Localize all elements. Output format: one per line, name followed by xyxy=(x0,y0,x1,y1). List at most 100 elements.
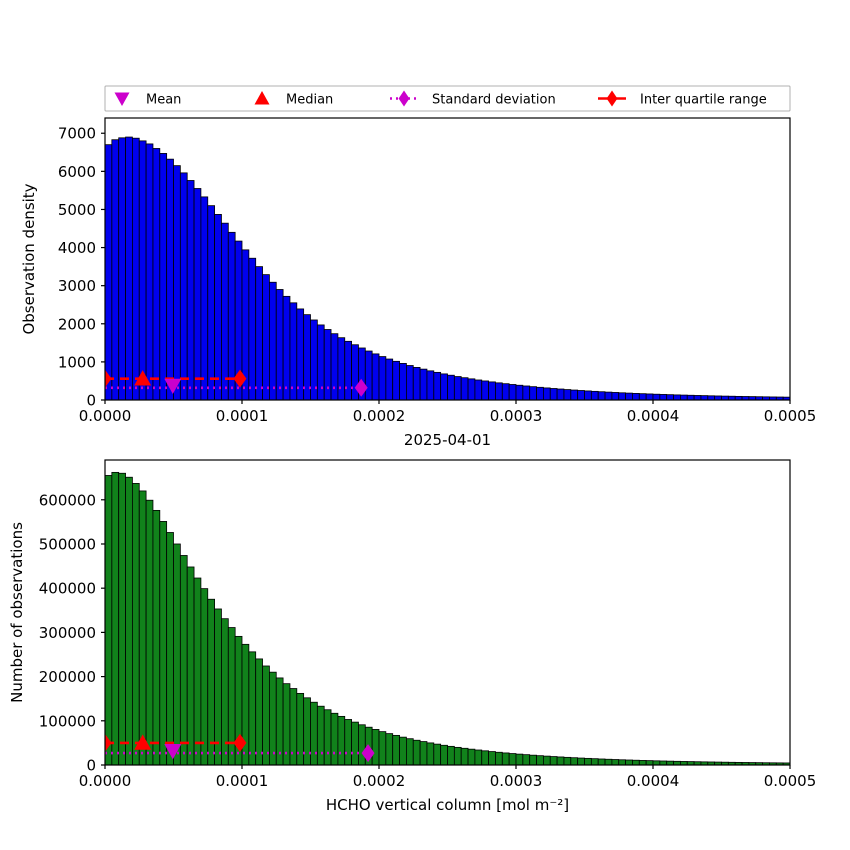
histogram-bar xyxy=(501,383,510,400)
histogram-bar xyxy=(611,759,620,765)
histogram-bar xyxy=(275,289,284,400)
legend-marker-triangle-up-icon xyxy=(254,91,270,105)
histogram-bar xyxy=(680,394,688,400)
legend-item-standard-deviation[interactable]: Standard deviation xyxy=(390,90,556,108)
histogram-bar xyxy=(227,627,236,765)
histogram-bar xyxy=(145,143,154,400)
histogram-bar xyxy=(378,356,387,400)
histogram-bar xyxy=(782,762,790,765)
histogram-bar xyxy=(193,577,202,765)
histogram-bar xyxy=(255,658,263,765)
mean-marker xyxy=(164,378,182,395)
histogram-bar xyxy=(467,748,476,765)
histogram-bar xyxy=(584,757,592,765)
histogram-bar xyxy=(316,705,325,765)
x-axis-label: 2025-04-01 xyxy=(404,431,491,449)
histogram-bar xyxy=(508,753,517,765)
y-tick-label: 300000 xyxy=(39,624,96,642)
histogram-bar xyxy=(337,715,346,765)
legend: Mean Median Standard deviation Inter quarti… xyxy=(104,85,791,112)
histogram-bar xyxy=(214,214,222,400)
histogram-bars xyxy=(105,471,790,765)
iqr-upper-marker xyxy=(233,733,247,752)
histogram-bar xyxy=(625,392,633,400)
x-tick-label: 0.0002 xyxy=(353,772,406,790)
legend-label: Mean xyxy=(146,93,181,108)
x-axis-label: HCHO vertical column [mol m⁻²] xyxy=(326,796,569,814)
histogram-bar xyxy=(118,137,126,400)
histogram-bar xyxy=(590,758,599,765)
histogram-bar xyxy=(105,475,113,765)
histogram-bar xyxy=(632,393,640,400)
legend-item-inter-quartile-range[interactable]: Inter quartile range xyxy=(598,90,767,108)
x-tick-label: 0.0001 xyxy=(216,407,269,425)
axes-frame xyxy=(104,117,791,401)
histogram-bar xyxy=(371,729,380,765)
histogram-bar xyxy=(563,756,572,765)
histogram-bar xyxy=(515,384,524,400)
histogram-bar xyxy=(125,476,133,765)
histogram-bar xyxy=(405,738,414,765)
legend-item-median[interactable]: Median xyxy=(254,91,334,108)
histogram-bar xyxy=(358,724,366,765)
axes-observation-density: 0.0000 0.0001 0.0002 0.0003 0.0004 0.0005 0 100… xyxy=(20,117,817,449)
histogram-bar xyxy=(433,371,442,400)
histogram-bar xyxy=(131,137,140,400)
histogram-bar xyxy=(255,266,263,400)
histogram-bar xyxy=(166,158,174,400)
histogram-bar xyxy=(632,759,640,765)
histogram-bar xyxy=(221,222,229,400)
histogram-bar xyxy=(392,734,400,765)
histogram-bar xyxy=(584,390,592,400)
y-tick-label: 2000 xyxy=(58,315,96,333)
histogram-bar xyxy=(289,302,298,400)
histogram-bar xyxy=(392,360,400,400)
histogram-bar xyxy=(378,731,387,765)
statistic-markers xyxy=(105,733,375,763)
histogram-bar xyxy=(604,758,613,765)
histogram-bar xyxy=(782,396,790,400)
x-tick-label: 0.0005 xyxy=(764,772,817,790)
histogram-bar xyxy=(399,363,407,400)
y-tick-label: 400000 xyxy=(39,580,96,598)
y-tick-label: 500000 xyxy=(39,535,96,553)
histogram-bar xyxy=(330,333,339,400)
histogram-bar xyxy=(227,231,236,400)
histogram-bar xyxy=(166,532,174,765)
histogram-bar xyxy=(522,754,531,765)
histogram-bar xyxy=(426,370,435,400)
histogram-bar xyxy=(344,719,352,765)
histogram-bar xyxy=(303,697,311,765)
histogram-bar xyxy=(159,521,168,765)
histogram-bar xyxy=(316,324,325,400)
y-tick-label: 1000 xyxy=(58,353,96,371)
histogram-bar xyxy=(495,382,503,400)
histogram-bar xyxy=(447,374,455,400)
histogram-bar xyxy=(200,588,209,765)
histogram-bar xyxy=(131,483,140,765)
histogram-bar xyxy=(611,392,620,400)
histogram-bar xyxy=(590,390,599,400)
x-tick-label: 0.0005 xyxy=(764,407,817,425)
histogram-bar xyxy=(577,390,585,400)
histogram-bar xyxy=(686,394,695,400)
x-tick-label: 0.0002 xyxy=(353,407,406,425)
histogram-bar xyxy=(282,295,291,400)
histogram-bar xyxy=(515,753,524,765)
legend-label: Median xyxy=(286,93,333,108)
y-tick-label: 4000 xyxy=(58,239,96,257)
x-tick-label: 0.0000 xyxy=(79,772,132,790)
legend-item-mean[interactable]: Mean xyxy=(114,92,182,108)
histogram-bar xyxy=(549,756,558,765)
histogram-bar xyxy=(707,395,716,400)
histogram-bar xyxy=(666,394,674,400)
histogram-bar xyxy=(179,172,188,400)
iqr-lower-marker xyxy=(105,733,112,752)
y-tick-label: 7000 xyxy=(58,125,96,143)
histogram-bar xyxy=(296,308,305,400)
y-tick-label: 0 xyxy=(86,392,96,410)
x-tick-label: 0.0001 xyxy=(216,772,269,790)
x-tick-label: 0.0003 xyxy=(490,407,543,425)
legend-label: Inter quartile range xyxy=(640,93,767,108)
